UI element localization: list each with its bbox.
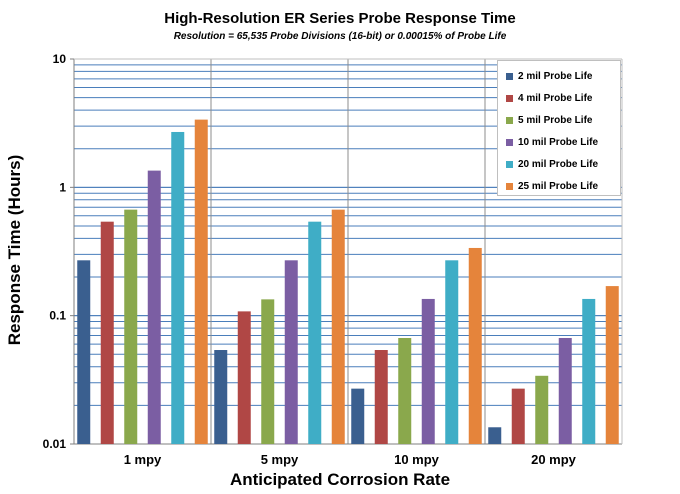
bar bbox=[194, 119, 208, 445]
legend-swatch bbox=[506, 116, 513, 124]
legend-label: 4 mil Probe Life bbox=[518, 92, 593, 104]
x-tick-label: 1 mpy bbox=[124, 452, 162, 467]
bar bbox=[558, 337, 572, 444]
bar bbox=[214, 350, 228, 444]
x-tick-label: 10 mpy bbox=[394, 452, 440, 467]
legend-swatch bbox=[506, 138, 513, 146]
legend-item: 5 mil Probe Life bbox=[498, 109, 620, 131]
chart-title: High-Resolution ER Series Probe Response… bbox=[164, 10, 516, 27]
legend-label: 10 mil Probe Life bbox=[518, 136, 599, 148]
bar bbox=[124, 209, 138, 444]
bar bbox=[488, 427, 502, 444]
bar bbox=[421, 298, 435, 444]
bar bbox=[284, 260, 298, 444]
bar bbox=[237, 311, 251, 444]
legend-item: 2 mil Probe Life bbox=[498, 65, 620, 87]
x-tick-label: 5 mpy bbox=[261, 452, 299, 467]
legend-swatch bbox=[506, 182, 513, 190]
y-tick-label: 1 bbox=[59, 180, 66, 194]
bar bbox=[77, 260, 91, 444]
bar bbox=[261, 299, 275, 444]
legend-item: 20 mil Probe Life bbox=[498, 153, 620, 175]
y-axis-label: Response Time (Hours) bbox=[5, 154, 24, 346]
bar bbox=[351, 388, 365, 444]
y-tick-label: 10 bbox=[53, 52, 67, 66]
y-tick-label: 0.1 bbox=[49, 309, 66, 323]
legend-item: 10 mil Probe Life bbox=[498, 131, 620, 153]
y-tick-label: 0.01 bbox=[43, 437, 67, 451]
bar bbox=[147, 170, 161, 444]
legend-swatch bbox=[506, 160, 513, 168]
bar bbox=[398, 337, 412, 444]
legend-label: 5 mil Probe Life bbox=[518, 114, 593, 126]
legend-item: 25 mil Probe Life bbox=[498, 175, 620, 197]
legend-label: 20 mil Probe Life bbox=[518, 158, 599, 170]
bar bbox=[535, 375, 549, 444]
bar bbox=[374, 350, 388, 444]
legend-item: 4 mil Probe Life bbox=[498, 87, 620, 109]
bar bbox=[605, 286, 619, 444]
bar bbox=[445, 260, 459, 444]
bar bbox=[468, 247, 482, 444]
chart-subtitle: Resolution = 65,535 Probe Divisions (16-… bbox=[173, 31, 507, 42]
x-axis-label: Anticipated Corrosion Rate bbox=[229, 470, 451, 489]
bar bbox=[308, 221, 322, 444]
x-tick-label: 20 mpy bbox=[531, 452, 577, 467]
legend-label: 25 mil Probe Life bbox=[518, 180, 599, 192]
legend-label: 2 mil Probe Life bbox=[518, 70, 593, 82]
legend-swatch bbox=[506, 94, 513, 102]
bar bbox=[171, 131, 185, 445]
legend-swatch bbox=[506, 72, 513, 80]
bar bbox=[331, 209, 345, 444]
bar bbox=[582, 298, 596, 444]
bar bbox=[100, 221, 114, 444]
legend: 2 mil Probe Life 4 mil Probe Life 5 mil Pr… bbox=[497, 60, 621, 196]
bar bbox=[511, 388, 525, 444]
